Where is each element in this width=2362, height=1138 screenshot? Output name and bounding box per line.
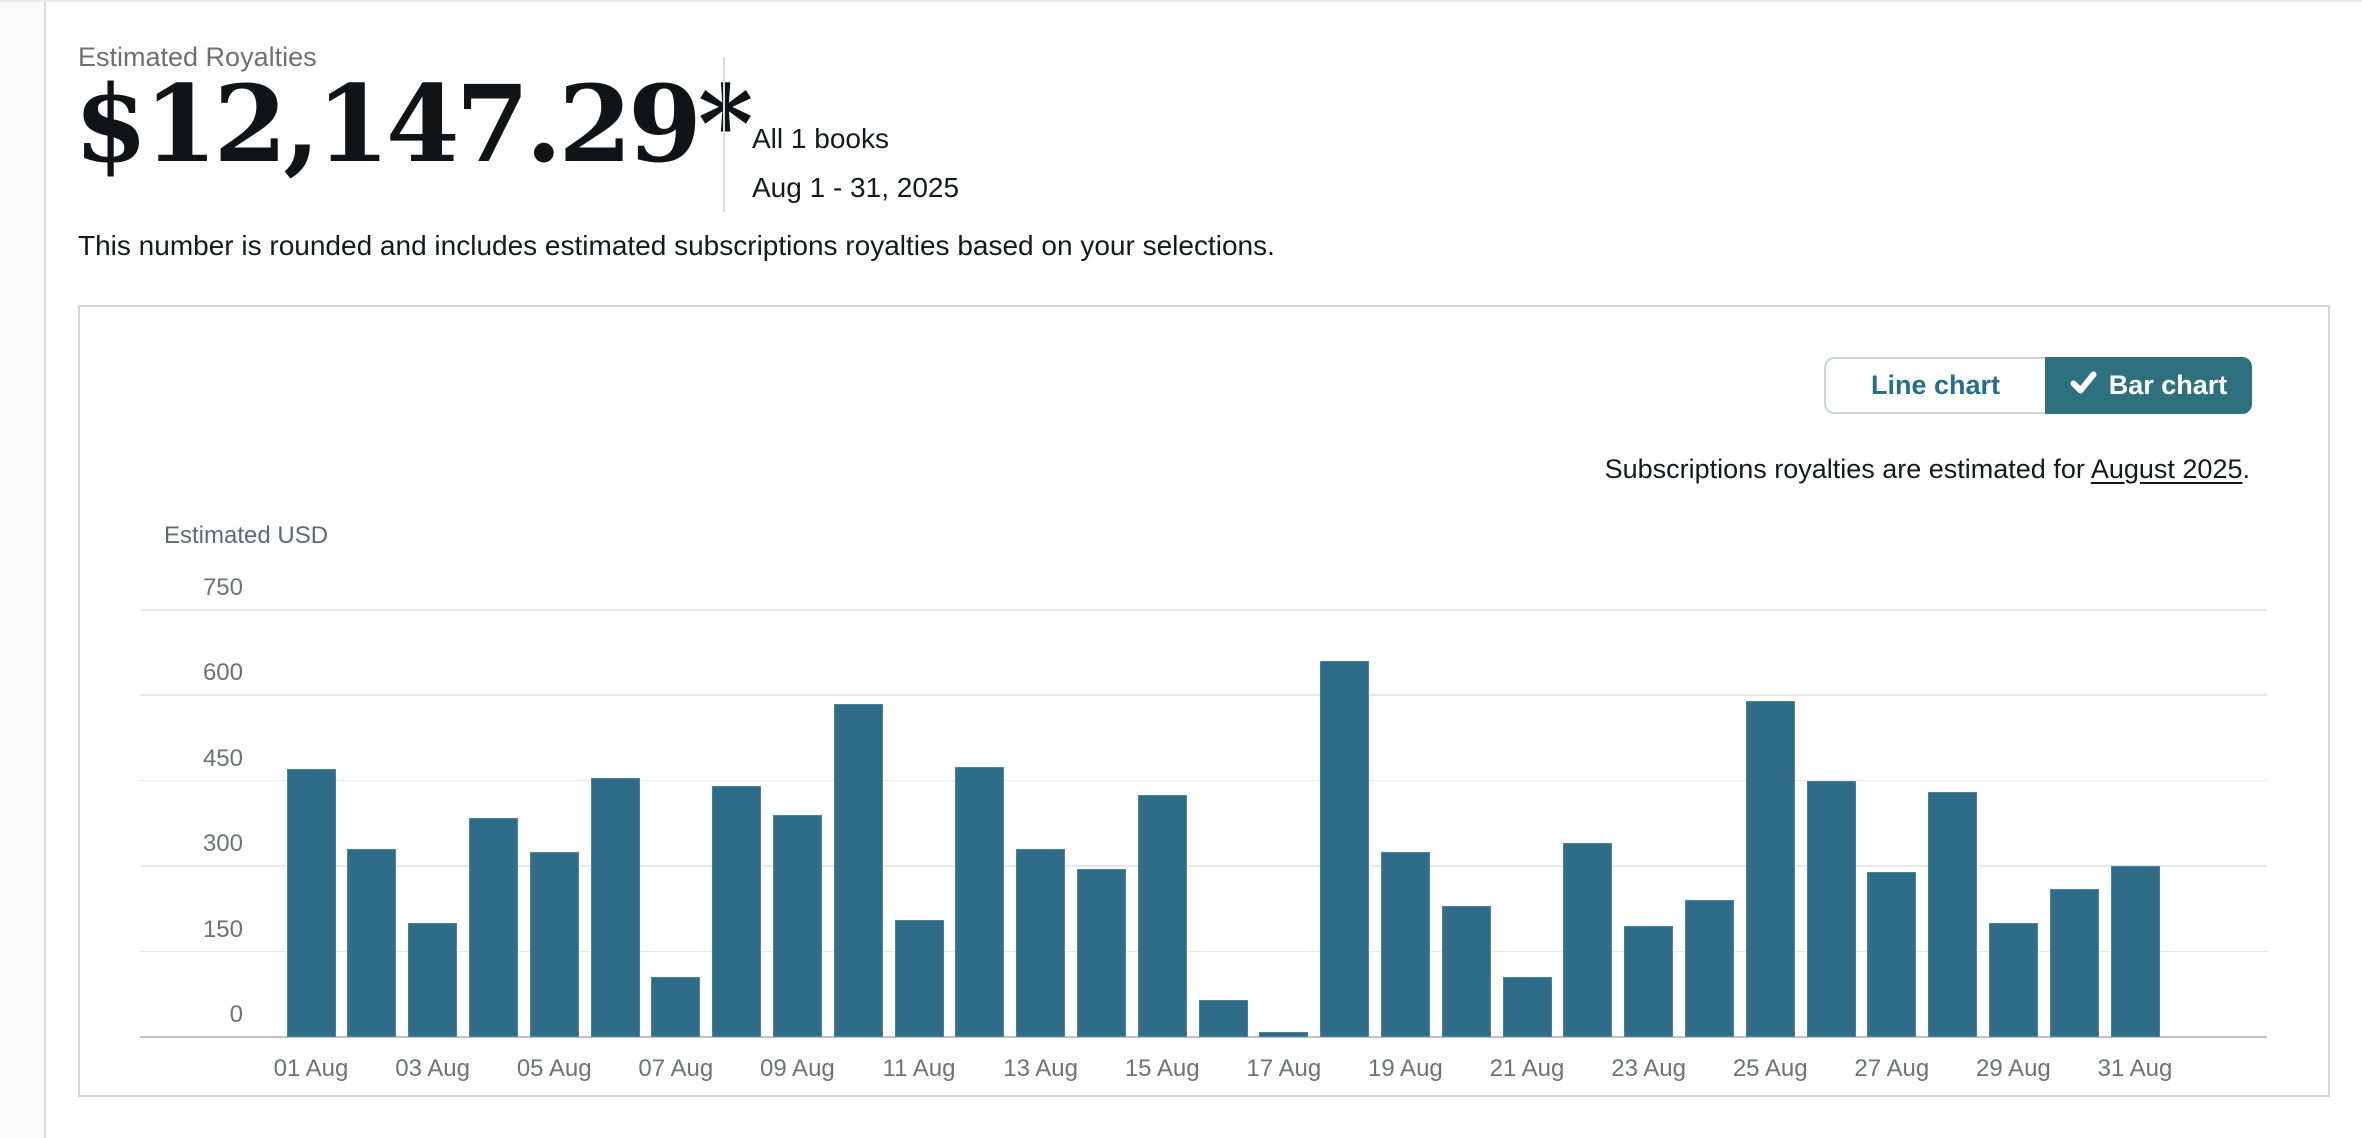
y-tick-label-0: 0 (229, 1001, 243, 1028)
x-tick-label-25-aug: 25 Aug (1732, 1055, 1808, 1082)
x-tick-label-27-aug: 27 Aug (1854, 1055, 1930, 1082)
bar-16-aug[interactable] (1198, 999, 1248, 1037)
bar-15-aug[interactable] (1137, 795, 1187, 1037)
gridline-0 (140, 1036, 2267, 1038)
x-tick-label-07-aug: 07 Aug (638, 1055, 714, 1082)
gridline-150 (140, 950, 2267, 953)
date-range-text: Aug 1 - 31, 2025 (752, 172, 960, 203)
x-tick-label-21-aug: 21 Aug (1489, 1055, 1565, 1082)
gridline-600 (140, 694, 2267, 696)
gridline-300 (140, 865, 2267, 867)
subscription-month-link[interactable]: August 2025 (2090, 454, 2243, 484)
x-tick-label-31-aug: 31 Aug (2097, 1055, 2173, 1082)
gridline-450 (140, 779, 2267, 782)
top-divider (0, 0, 2362, 2)
gridline-750 (140, 609, 2267, 611)
left-page-edge (0, 0, 46, 1138)
bar-20-aug[interactable] (1441, 906, 1491, 1037)
x-tick-label-05-aug: 05 Aug (516, 1055, 592, 1082)
bar-18-aug[interactable] (1320, 661, 1370, 1037)
chart-type-toggle: Line chart Bar chart (1824, 357, 2252, 414)
bar-19-aug[interactable] (1380, 851, 1430, 1037)
subscriptions-note-prefix: Subscriptions royalties are estimated fo… (1604, 454, 2091, 484)
x-tick-label-19-aug: 19 Aug (1368, 1055, 1443, 1082)
bar-29-aug[interactable] (1988, 923, 2038, 1037)
estimated-royalties-amount: $12,147.29* (74, 61, 753, 186)
line-chart-button[interactable]: Line chart (1824, 357, 2045, 414)
x-tick-label-15-aug: 15 Aug (1124, 1055, 1200, 1082)
bar-22-aug[interactable] (1563, 843, 1613, 1037)
bar-21-aug[interactable] (1502, 977, 1552, 1037)
x-tick-label-01-aug: 01 Aug (273, 1055, 349, 1082)
bar-04-aug[interactable] (468, 817, 518, 1037)
bar-01-aug[interactable] (286, 769, 336, 1037)
y-tick-label-300: 300 (202, 830, 243, 858)
bar-10-aug[interactable] (833, 703, 883, 1037)
check-icon (2070, 369, 2097, 403)
y-tick-label-750: 750 (202, 574, 243, 601)
bar-08-aug[interactable] (712, 786, 762, 1037)
y-tick-label-150: 150 (202, 915, 243, 943)
bar-05-aug[interactable] (529, 851, 579, 1037)
subscriptions-note-suffix: . (2242, 454, 2250, 484)
x-tick-label-17-aug: 17 Aug (1246, 1055, 1322, 1082)
bar-25-aug[interactable] (1745, 701, 1795, 1037)
x-tick-label-29-aug: 29 Aug (1976, 1055, 2051, 1082)
bar-31-aug[interactable] (2110, 866, 2160, 1037)
bar-03-aug[interactable] (408, 923, 458, 1037)
x-tick-label-11-aug: 11 Aug (882, 1055, 956, 1082)
bar-27-aug[interactable] (1867, 871, 1917, 1037)
bar-14-aug[interactable] (1076, 869, 1126, 1037)
y-axis-title: Estimated USD (164, 522, 329, 549)
bar-28-aug[interactable] (1928, 792, 1978, 1037)
header-vertical-divider (723, 57, 725, 212)
bar-30-aug[interactable] (2049, 888, 2099, 1037)
x-tick-label-03-aug: 03 Aug (395, 1055, 470, 1082)
bar-02-aug[interactable] (347, 849, 397, 1037)
x-tick-label-23-aug: 23 Aug (1611, 1055, 1686, 1082)
y-tick-label-450: 450 (202, 744, 243, 772)
bar-07-aug[interactable] (651, 977, 701, 1037)
rounding-note: This number is rounded and includes esti… (78, 230, 1275, 261)
bar-chart-button[interactable]: Bar chart (2045, 357, 2252, 414)
bar-06-aug[interactable] (590, 777, 640, 1037)
bar-24-aug[interactable] (1684, 900, 1734, 1037)
line-chart-button-label: Line chart (1870, 370, 2001, 400)
bar-chart-button-label: Bar chart (2108, 370, 2228, 400)
bar-17-aug[interactable] (1259, 1032, 1309, 1037)
bar-chart-plot: 0 150 300 450 600 750 01 Aug 03 Aug 05 Aug 07 Aug… (140, 574, 2267, 1082)
report-scope: All 1 books Aug 1 - 31, 2025 (752, 114, 959, 212)
subscriptions-note: Subscriptions royalties are estimated fo… (1605, 454, 2250, 485)
bar-26-aug[interactable] (1806, 780, 1856, 1037)
bar-11-aug[interactable] (894, 920, 944, 1037)
x-tick-label-13-aug: 13 Aug (1003, 1055, 1078, 1082)
royalties-chart-card: Line chart Bar chart Subscriptions royal… (78, 305, 2330, 1097)
bar-09-aug[interactable] (772, 814, 822, 1037)
estimated-royalties-label: Estimated Royalties (78, 42, 317, 72)
bar-13-aug[interactable] (1016, 849, 1066, 1037)
books-scope-text: All 1 books (752, 123, 889, 154)
x-tick-label-09-aug: 09 Aug (760, 1055, 835, 1082)
bar-12-aug[interactable] (955, 766, 1005, 1037)
bar-23-aug[interactable] (1624, 925, 1674, 1037)
y-tick-label-600: 600 (202, 659, 243, 687)
